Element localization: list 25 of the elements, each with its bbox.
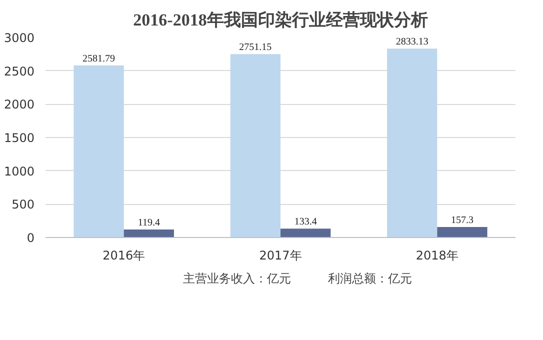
x-tick-label: 2016年 <box>102 248 146 262</box>
data-label: 2751.15 <box>239 42 272 54</box>
bar <box>280 228 331 238</box>
y-tick-label: 1500 <box>4 131 35 145</box>
data-label: 157.3 <box>450 215 474 226</box>
bar <box>74 65 124 238</box>
y-tick-label: 3000 <box>4 31 35 45</box>
text: 利润总额：亿元 <box>328 270 412 288</box>
y-tick-label: 0 <box>26 231 35 245</box>
y-tick-label: 500 <box>12 198 34 212</box>
data-label: 133.4 <box>294 216 317 228</box>
bar <box>230 54 280 238</box>
y-tick-label: 1000 <box>4 164 35 178</box>
bar <box>387 48 438 238</box>
bar <box>124 230 174 238</box>
data-label: 2581.79 <box>82 53 116 64</box>
y-tick-label: 2000 <box>4 98 35 112</box>
text: 主营业务收入：亿元 <box>183 270 291 288</box>
data-label: 119.4 <box>138 218 160 229</box>
bar <box>437 227 488 238</box>
x-tick-label: 2018年 <box>416 248 458 262</box>
chart-title: 2016-2018年我国印染行业经营现状分析 <box>133 10 428 30</box>
x-tick-label: 2017年 <box>259 248 302 262</box>
data-label: 2833.13 <box>396 36 428 48</box>
y-tick-label: 2500 <box>4 64 35 78</box>
